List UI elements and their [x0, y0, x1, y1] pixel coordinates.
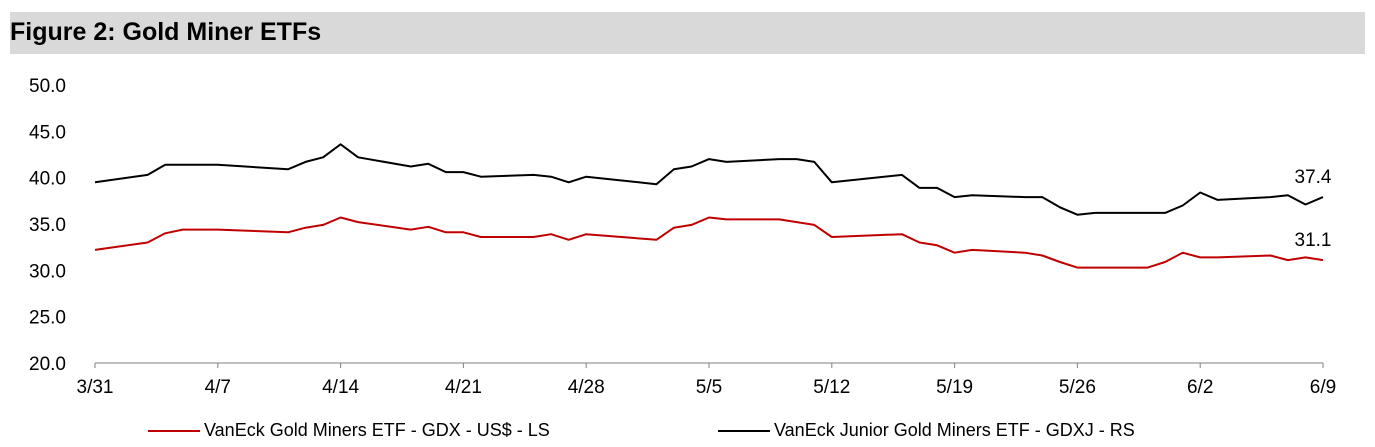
legend-label-gdx: VanEck Gold Miners ETF - GDX - US$ - LS — [204, 420, 550, 440]
legend-item-gdx: VanEck Gold Miners ETF - GDX - US$ - LS — [148, 420, 550, 441]
chart-legend: VanEck Gold Miners ETF - GDX - US$ - LS … — [0, 420, 1375, 444]
x-tick-label: 4/28 — [568, 377, 605, 398]
y-tick-label: 25.0 — [29, 308, 66, 329]
legend-swatch-gdx — [148, 429, 200, 432]
x-tick-label: 6/2 — [1187, 377, 1213, 398]
legend-swatch-gdxj — [718, 429, 770, 432]
x-tick-label: 5/19 — [936, 377, 973, 398]
figure-title: Figure 2: Gold Miner ETFs — [10, 18, 322, 46]
figure-header-bar — [10, 12, 1365, 54]
x-tick-label: 5/12 — [813, 377, 850, 398]
y-tick-label: 45.0 — [29, 122, 66, 143]
y-tick-label: 35.0 — [29, 215, 66, 236]
x-tick-label: 4/7 — [205, 377, 231, 398]
line-chart: 50.0 45.0 40.0 35.0 30.0 25.0 20.0 3/31 4/7 4/14 4… — [29, 76, 1336, 398]
legend-item-gdxj: VanEck Junior Gold Miners ETF - GDXJ - R… — [718, 420, 1135, 441]
y-tick-label: 30.0 — [29, 261, 66, 282]
x-tick-label: 3/31 — [77, 377, 114, 398]
y-tick-label: 20.0 — [29, 354, 66, 375]
x-tick-label: 5/26 — [1059, 377, 1096, 398]
end-value-label-gdx: 31.1 — [1295, 230, 1332, 251]
end-value-label-gdxj: 37.4 — [1295, 167, 1332, 188]
y-tick-label: 40.0 — [29, 169, 66, 190]
x-tick-label: 6/9 — [1310, 377, 1336, 398]
series-line-gdxj — [94, 143, 1324, 216]
x-tick-label: 4/14 — [322, 377, 359, 398]
x-tick-label: 5/5 — [696, 377, 722, 398]
y-tick-label: 50.0 — [29, 76, 66, 97]
x-tick-label: 4/21 — [445, 377, 482, 398]
series-line-gdx — [94, 216, 1324, 269]
legend-label-gdxj: VanEck Junior Gold Miners ETF - GDXJ - R… — [774, 420, 1135, 440]
